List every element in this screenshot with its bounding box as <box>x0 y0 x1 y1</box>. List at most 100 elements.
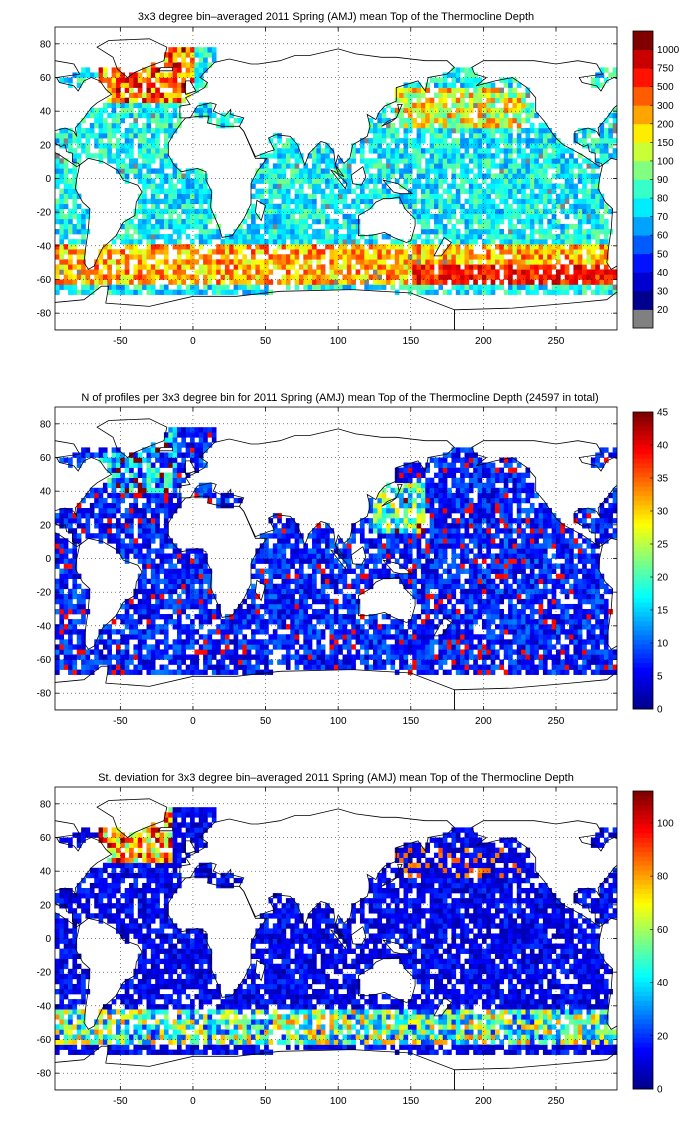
data-cell <box>416 163 422 169</box>
data-cell <box>499 264 505 270</box>
data-cell <box>146 122 152 129</box>
data-cell <box>481 112 487 119</box>
data-cell <box>477 92 483 98</box>
data-cell <box>246 269 252 275</box>
data-cell <box>407 128 413 134</box>
data-cell <box>137 138 143 144</box>
data-cell <box>420 128 426 134</box>
data-cell <box>525 289 531 295</box>
data-cell <box>181 432 186 438</box>
data-cell <box>81 289 86 295</box>
data-cell <box>346 264 352 270</box>
data-cell <box>190 47 195 53</box>
data-cell <box>207 639 213 645</box>
data-cell <box>538 168 544 174</box>
data-cell <box>76 122 82 129</box>
data-cell <box>264 533 269 539</box>
data-cell <box>521 269 526 275</box>
data-cell <box>59 254 65 260</box>
data-cell <box>190 664 195 670</box>
coastline <box>433 236 452 257</box>
data-cell <box>294 634 300 640</box>
data-cell <box>521 223 526 230</box>
data-cell <box>142 198 147 205</box>
data-cell <box>55 284 60 290</box>
data-cell <box>272 543 278 549</box>
data-cell <box>486 97 491 104</box>
data-cell <box>142 492 147 499</box>
data-cell <box>512 178 518 184</box>
data-cell <box>55 178 60 184</box>
data-cell <box>569 208 574 215</box>
data-cell <box>416 97 422 104</box>
data-cell <box>137 513 143 519</box>
data-cell <box>94 133 99 139</box>
data-cell <box>181 588 186 595</box>
data-cell <box>259 578 265 585</box>
data-cell <box>569 234 574 240</box>
data-cell <box>181 654 186 660</box>
data-cell <box>329 203 335 210</box>
data-cell <box>560 229 566 235</box>
data-cell <box>420 148 426 154</box>
data-cell <box>425 264 430 270</box>
data-cell <box>403 264 409 270</box>
data-cell <box>307 274 313 280</box>
data-cell <box>394 153 400 159</box>
data-cell <box>142 112 147 119</box>
data-cell <box>338 158 343 164</box>
data-cell <box>259 603 265 610</box>
data-cell <box>102 143 108 149</box>
data-cell <box>403 269 409 275</box>
data-cell <box>146 528 152 534</box>
data-cell <box>486 218 491 225</box>
data-cell <box>612 148 618 154</box>
data-cell <box>460 239 465 245</box>
data-cell <box>81 128 86 134</box>
data-cell <box>377 259 383 265</box>
data-cell <box>176 47 182 53</box>
data-cell <box>560 284 566 290</box>
data-cell <box>137 578 143 585</box>
data-cell <box>133 543 139 549</box>
data-cell <box>407 173 413 179</box>
data-cell <box>556 148 561 154</box>
data-cell <box>150 497 156 504</box>
data-cell <box>146 269 152 275</box>
data-cell <box>438 223 444 230</box>
data-cell <box>560 143 566 149</box>
data-cell <box>72 644 78 650</box>
data-cell <box>168 563 173 569</box>
data-cell <box>107 97 112 104</box>
data-cell <box>499 117 505 124</box>
data-cell <box>176 254 182 260</box>
data-cell <box>403 274 409 280</box>
data-cell <box>473 143 478 149</box>
data-cell <box>499 229 505 235</box>
data-cell <box>133 603 139 610</box>
data-cell <box>438 97 444 104</box>
data-cell <box>416 143 422 149</box>
data-cell <box>481 264 487 270</box>
data-cell <box>486 117 491 124</box>
data-cell <box>142 558 147 564</box>
data-cell <box>63 244 69 250</box>
data-cell <box>268 223 274 230</box>
data-cell <box>168 538 173 544</box>
data-cell <box>364 284 369 290</box>
data-cell <box>181 467 186 473</box>
data-cell <box>564 163 570 169</box>
data-cell <box>508 239 513 245</box>
data-cell <box>603 153 609 159</box>
data-cell <box>403 249 409 255</box>
data-cell <box>172 477 178 484</box>
data-cell <box>264 213 269 220</box>
data-cell <box>229 629 234 635</box>
data-cell <box>264 553 269 559</box>
data-cell <box>272 173 278 179</box>
data-cell <box>525 102 531 109</box>
data-cell <box>346 168 352 174</box>
data-cell <box>542 198 548 205</box>
data-cell <box>120 163 126 169</box>
data-cell <box>547 208 552 215</box>
